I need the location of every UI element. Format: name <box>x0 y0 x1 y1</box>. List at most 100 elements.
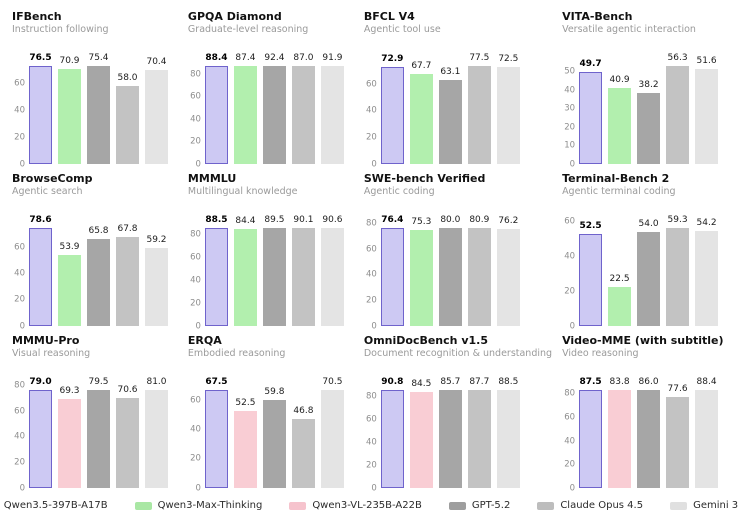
bar-slot-qwen35: 49.7 <box>579 54 603 165</box>
bar-group: 49.7 40.9 38.2 56.3 51.6 <box>579 54 719 165</box>
bar-qwen35 <box>380 228 404 327</box>
bar-slot-gpt52: 63.1 <box>438 54 462 165</box>
y-tick-label: 60 <box>366 244 377 255</box>
y-tick-label: 40 <box>366 437 377 448</box>
bar-value-label: 88.4 <box>696 377 717 388</box>
bar-value-label: 70.9 <box>59 55 80 66</box>
bar-qwen35 <box>204 390 228 489</box>
y-tick-label: 80 <box>14 380 25 391</box>
chart-title: MMMU-Pro <box>12 334 80 347</box>
bar-qwen35 <box>380 66 404 165</box>
charts-grid: IFBench Instruction following 0 20 40 60 76.5 7… <box>12 6 728 493</box>
bar-slot-opus45: 67.8 <box>116 216 139 327</box>
bar-opus45 <box>116 236 139 327</box>
y-tick-label: 40 <box>190 424 201 435</box>
bar-value-label: 79.0 <box>29 377 52 388</box>
chart-vita-bench: VITA-Bench Versatile agentic interaction 0… <box>562 6 728 168</box>
bar-value-label: 76.5 <box>29 53 52 64</box>
bar-value-label: 84.5 <box>411 378 432 389</box>
bar-slot-gpt52: 38.2 <box>637 54 661 165</box>
y-tick-label: 40 <box>14 268 25 279</box>
bar-gpt52 <box>87 239 110 327</box>
y-tick-label: 0 <box>371 158 377 169</box>
chart-swe-bench-verified: SWE-bench Verified Agentic coding 0 20 40 60 8… <box>364 168 552 330</box>
y-tick-label: 20 <box>564 285 576 296</box>
bar-value-label: 46.8 <box>293 406 314 417</box>
bar-slot-opus45: 80.9 <box>467 215 491 327</box>
chart-subtitle: Agentic tool use <box>363 23 441 35</box>
y-tick-label: 60 <box>14 241 25 252</box>
bar-slot-opus45: 87.0 <box>291 54 315 165</box>
chart-subtitle: Video reasoning <box>562 347 639 359</box>
bar-value-label: 58.0 <box>117 73 138 84</box>
y-axis: 0 20 40 60 <box>12 38 26 168</box>
y-axis: 0 20 40 60 80 <box>12 362 26 492</box>
chart-subtitle: Agentic terminal coding <box>562 185 676 197</box>
bar-value-label: 90.1 <box>293 215 314 226</box>
bar-slot-qwen35: 76.4 <box>380 216 404 327</box>
bar-opus45 <box>116 86 139 165</box>
bar-qwen35 <box>29 390 52 489</box>
bar-opus45 <box>467 66 491 165</box>
y-tick-label: 60 <box>190 252 201 263</box>
bar-gpt52 <box>637 390 661 489</box>
y-axis: 0 20 40 60 <box>364 38 378 169</box>
bar-slot-qwen35: 76.5 <box>29 53 52 165</box>
chart-title: BrowseComp <box>12 172 93 185</box>
bar-group: 88.4 87.4 92.4 87.0 91.9 <box>204 54 344 165</box>
chart-subtitle: Agentic coding <box>363 185 435 197</box>
bar-gpt52 <box>262 400 286 489</box>
chart-subtitle: Visual reasoning <box>12 347 91 359</box>
bar-gemini3 <box>695 231 719 327</box>
bar-opus45 <box>666 66 690 165</box>
chart-title: GPQA Diamond <box>187 10 282 23</box>
bar-slot-qwen3vl: 83.8 <box>608 377 632 489</box>
y-tick-label: 40 <box>564 84 576 95</box>
legend-swatch-opus45 <box>537 501 555 510</box>
chart-title: ERQA <box>187 334 222 347</box>
bar-slot-gpt52: 59.8 <box>262 378 286 489</box>
bar-value-label: 83.8 <box>609 377 630 388</box>
y-tick-label: 80 <box>366 391 377 402</box>
bar-slot-qwen3max: 87.4 <box>233 54 257 165</box>
chart-title: BFCL V4 <box>363 10 415 23</box>
bar-slot-qwen3vl: 69.3 <box>58 378 81 489</box>
legend-swatch-gpt52 <box>448 501 466 510</box>
y-tick-label: 60 <box>190 91 201 102</box>
bar-value-label: 53.9 <box>59 242 80 253</box>
y-axis: 0 20 40 60 <box>12 200 26 330</box>
y-tick-label: 80 <box>190 229 201 240</box>
bar-value-label: 70.6 <box>117 384 138 395</box>
bar-group: 79.0 69.3 79.5 70.6 81.0 <box>29 377 168 489</box>
bar-opus45 <box>467 228 491 327</box>
bar-slot-gemini3: 70.4 <box>145 54 168 165</box>
bar-slot-qwen3max: 22.5 <box>608 216 632 327</box>
y-tick-label: 0 <box>569 320 576 331</box>
bar-gemini3 <box>496 390 520 489</box>
bar-slot-gemini3: 88.4 <box>695 377 719 489</box>
bar-slot-gpt52: 65.8 <box>87 216 110 327</box>
bar-slot-gemini3: 59.2 <box>145 216 168 327</box>
bar-slot-gpt52: 85.7 <box>438 378 462 489</box>
chart-subtitle: Versatile agentic interaction <box>562 23 696 35</box>
bar-group: 76.5 70.9 75.4 58.0 70.4 <box>29 53 168 165</box>
chart-mmmu-pro: MMMU-Pro Visual reasoning 0 20 40 60 80 79.0 69.… <box>12 330 178 492</box>
bar-slot-qwen35: 88.5 <box>204 216 228 327</box>
chart-plot: 0 20 40 60 80 79.0 69.3 79.5 70.6 81.0 <box>12 362 178 492</box>
legend-item-qwen35: Qwen3.5-397B-A17B <box>0 500 108 511</box>
y-tick-label: 0 <box>569 482 576 493</box>
bar-group: 72.9 67.7 63.1 77.5 72.5 <box>380 54 520 165</box>
bar-group: 88.5 84.4 89.5 90.1 90.6 <box>204 215 344 327</box>
y-tick-label: 60 <box>564 216 576 227</box>
legend-swatch-gemini3 <box>670 501 688 510</box>
bar-slot-qwen35: 72.9 <box>380 54 404 165</box>
chart-plot: 0 20 40 60 72.9 67.7 63.1 77.5 72.5 <box>364 38 552 169</box>
bar-value-label: 80.9 <box>469 215 490 226</box>
chart-plot: 0 20 40 60 67.5 52.5 59.8 46.8 70.5 <box>188 362 354 492</box>
bar-gpt52 <box>438 390 462 489</box>
bar-qwen3vl <box>233 411 257 489</box>
chart-subtitle: Agentic search <box>12 185 83 197</box>
chart-plot: 0 10 20 30 40 50 49.7 40.9 38.2 56.3 51.6 <box>562 38 728 168</box>
bar-gemini3 <box>320 390 344 489</box>
bar-gpt52 <box>87 390 110 489</box>
